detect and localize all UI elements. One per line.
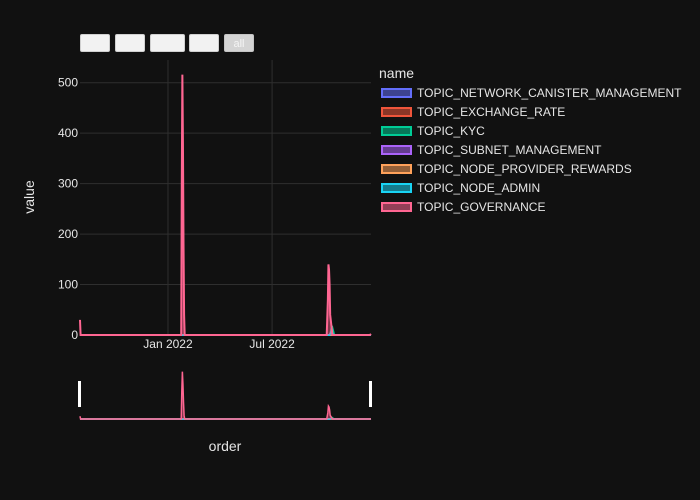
legend-swatch[interactable] bbox=[381, 88, 412, 98]
y-tick-label: 200 bbox=[58, 227, 78, 241]
y-axis: 0 100 200 300 400 500 bbox=[58, 76, 78, 342]
legend-item-label[interactable]: TOPIC_EXCHANGE_RATE bbox=[417, 105, 565, 119]
grid bbox=[80, 60, 371, 335]
legend-swatch[interactable] bbox=[381, 126, 412, 136]
range-button-2[interactable] bbox=[150, 34, 185, 52]
y-tick-label: 0 bbox=[71, 328, 78, 342]
legend-item-label[interactable]: TOPIC_NODE_ADMIN bbox=[417, 181, 540, 195]
range-button-all[interactable]: all bbox=[224, 34, 254, 52]
legend-swatch[interactable] bbox=[381, 145, 412, 155]
y-axis-title: value bbox=[21, 180, 37, 214]
legend-item-label[interactable]: TOPIC_SUBNET_MANAGEMENT bbox=[417, 143, 602, 157]
x-tick-label: Jul 2022 bbox=[249, 337, 295, 351]
y-tick-label: 400 bbox=[58, 126, 78, 140]
legend-title: name bbox=[379, 65, 414, 81]
x-axis-title: order bbox=[209, 438, 242, 454]
legend-swatch[interactable] bbox=[381, 164, 412, 174]
y-tick-label: 300 bbox=[58, 177, 78, 191]
range-slider[interactable] bbox=[78, 371, 372, 420]
legend-swatch[interactable] bbox=[381, 107, 412, 117]
range-button-3[interactable] bbox=[189, 34, 219, 52]
slider-handle-right[interactable] bbox=[369, 381, 372, 407]
series-line-topic-governance[interactable] bbox=[79, 74, 372, 336]
plot-area[interactable] bbox=[79, 74, 372, 336]
legend-item-label[interactable]: TOPIC_NETWORK_CANISTER_MANAGEMENT bbox=[417, 86, 682, 100]
range-button-0[interactable] bbox=[80, 34, 110, 52]
legend-swatch[interactable] bbox=[381, 202, 412, 212]
slider-line-topic-governance bbox=[79, 371, 372, 420]
legend: name TOPIC_NETWORK_CANISTER_MANAGEMENT TO… bbox=[379, 65, 682, 214]
legend-item-label[interactable]: TOPIC_KYC bbox=[417, 124, 485, 138]
legend-item-label[interactable]: TOPIC_NODE_PROVIDER_REWARDS bbox=[417, 162, 632, 176]
x-axis: Jan 2022 Jul 2022 bbox=[143, 337, 295, 351]
y-tick-label: 500 bbox=[58, 76, 78, 90]
slider-handle-left[interactable] bbox=[78, 381, 81, 407]
legend-swatch[interactable] bbox=[381, 183, 412, 193]
y-tick-label: 100 bbox=[58, 278, 78, 292]
legend-item-label[interactable]: TOPIC_GOVERNANCE bbox=[417, 200, 545, 214]
x-tick-label: Jan 2022 bbox=[143, 337, 193, 351]
range-button-1[interactable] bbox=[115, 34, 145, 52]
